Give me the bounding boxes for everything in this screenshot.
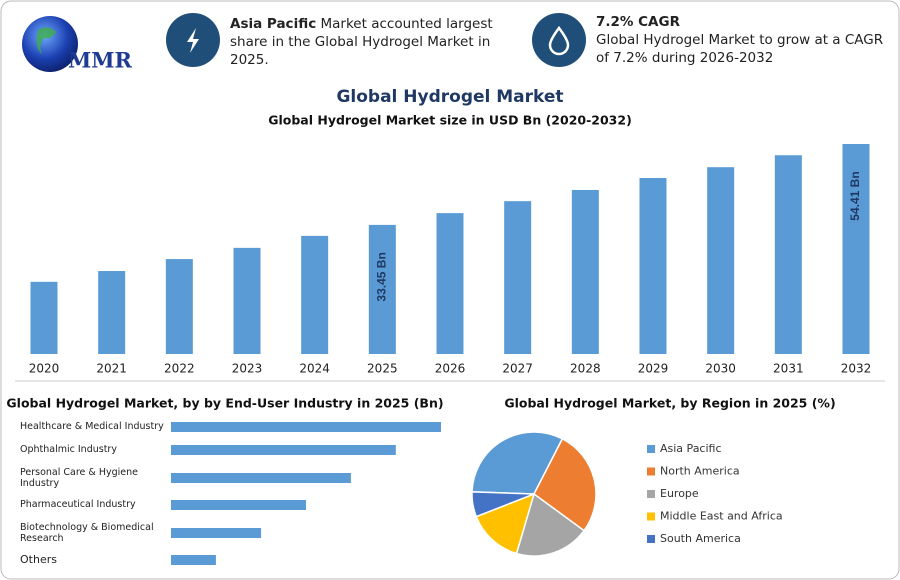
main-title: Global Hydrogel Market: [336, 87, 563, 107]
legend-label: South America: [660, 532, 741, 545]
legend-swatch: [647, 467, 655, 476]
x-tick-label: 2024: [299, 362, 330, 376]
bar: [504, 201, 532, 354]
legend-swatch: [647, 490, 655, 498]
bar: [436, 213, 464, 354]
bar: [571, 189, 599, 354]
legend-swatch: [647, 512, 655, 521]
logo-land: [36, 27, 56, 54]
legend-label: North America: [660, 465, 740, 478]
x-tick-label: 2031: [773, 362, 804, 376]
pie-slice: [515, 492, 586, 557]
legend-label: Middle East and Africa: [660, 510, 783, 523]
bar: [301, 235, 329, 354]
x-tick-label: 2025: [367, 362, 398, 376]
y-tick-label: Pharmaceutical Industry: [20, 499, 136, 510]
bar: [639, 178, 667, 354]
bar: [368, 224, 396, 354]
bar: [171, 422, 441, 432]
pie-slice: [475, 492, 536, 555]
bar: [171, 555, 216, 565]
x-tick-label: 2029: [638, 362, 669, 376]
x-tick-label: 2032: [841, 362, 872, 376]
x-tick-label: 2021: [96, 362, 127, 376]
bolt-icon: [187, 28, 199, 53]
y-tick-label: Others: [20, 553, 57, 566]
y-tick-label: Ophthalmic Industry: [20, 444, 117, 455]
pie-slice: [471, 431, 564, 495]
bar: [171, 500, 306, 510]
x-tick-label: 2028: [570, 362, 601, 376]
bar: [707, 167, 735, 354]
logo-text: MMR: [68, 48, 132, 73]
chart-title: Global Hydrogel Market size in USD Bn (2…: [268, 113, 632, 128]
x-tick-label: 2023: [232, 362, 263, 376]
x-tick-label: 2020: [29, 362, 60, 376]
icon-circle: [532, 13, 586, 67]
y-tick-label: Healthcare & Medical Industry: [20, 421, 164, 432]
bar: [98, 271, 126, 354]
bar: [171, 473, 351, 483]
logo-globe: [22, 16, 78, 72]
legend-label: Europe: [660, 487, 699, 500]
highlight-bold: Asia Pacific: [230, 16, 317, 32]
legend-label: Asia Pacific: [660, 442, 722, 455]
pie-slice: [471, 491, 535, 518]
bar: [171, 528, 262, 538]
highlight: 7.2% CAGR Global Hydrogel Market to grow …: [596, 13, 886, 67]
bar: [233, 247, 261, 354]
pie-slice: [533, 437, 597, 532]
value-label: 54.41 Bn: [848, 171, 862, 220]
chart-title: Global Hydrogel Market, by by End-User I…: [6, 396, 443, 411]
bar: [774, 155, 802, 354]
highlight-text: Global Hydrogel Market to grow at a CAGR…: [596, 32, 884, 66]
x-tick-label: 2030: [705, 362, 736, 376]
y-tick-label: Biotechnology & Biomedical Research: [20, 522, 154, 544]
bar: [171, 445, 396, 455]
highlight-text: Market accounted largest share in the Gl…: [230, 16, 493, 68]
bar: [30, 281, 58, 354]
y-tick-label: Personal Care & Hygiene Industry: [20, 467, 138, 489]
bar: [842, 144, 870, 354]
value-label: 33.45 Bn: [375, 252, 389, 301]
legend-swatch: [647, 535, 655, 543]
highlight: Asia Pacific Market accounted largest sh…: [230, 15, 525, 69]
chart-title: Global Hydrogel Market, by Region in 202…: [504, 396, 835, 411]
drop-icon: [548, 25, 570, 56]
x-tick-label: 2022: [164, 362, 195, 376]
x-tick-label: 2026: [435, 362, 466, 376]
highlight-title: 7.2% CAGR: [596, 14, 680, 30]
legend-swatch: [647, 445, 655, 453]
x-tick-label: 2027: [502, 362, 533, 376]
bar: [165, 259, 193, 354]
